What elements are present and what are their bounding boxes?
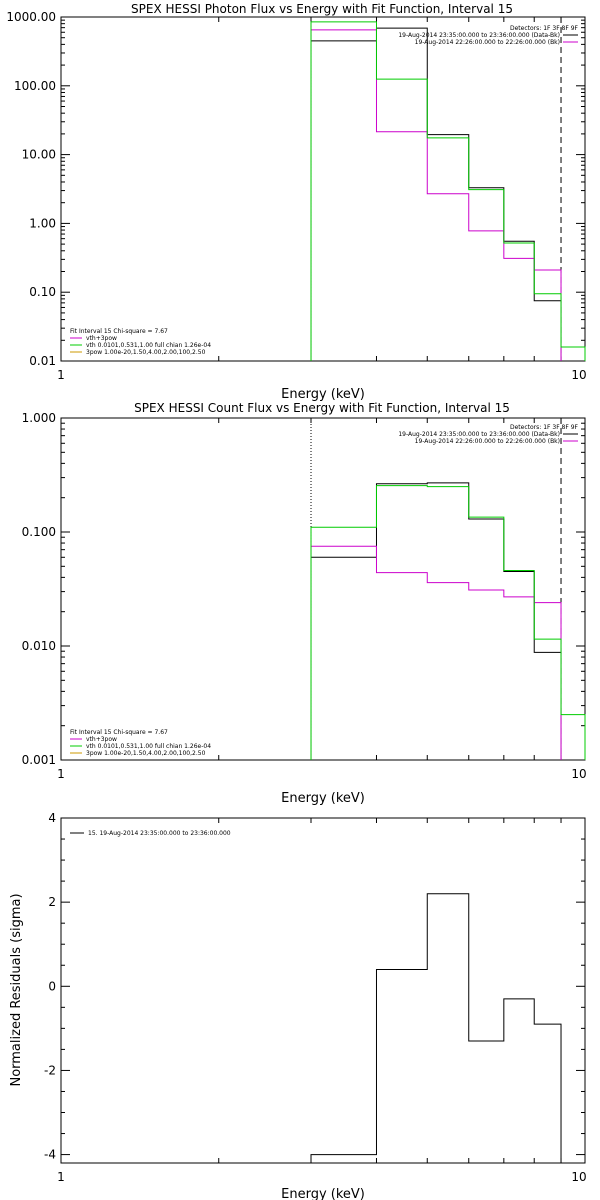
residuals-panel: 4 2 0 -2 -4 1 10 Energy (keV) Normalized… (9, 811, 587, 1200)
x-tick-label: 10 (571, 1170, 586, 1184)
photon-flux-legend-bottom: Fit Interval 15 Chi-square = 7.67 vth+3p… (70, 328, 211, 356)
count-flux-x-tick-labels: 1 10 (57, 767, 586, 781)
residuals-x-axis-label: Energy (keV) (281, 1187, 365, 1200)
histogram-series-1 (310, 545, 562, 760)
count-flux-series (310, 482, 586, 760)
count-flux-title: SPEX HESSI Count Flux vs Energy with Fit… (134, 401, 510, 415)
photon-flux-legend-top: Detectors: 1F 3F 8F 9F 19-Aug-2014 23:35… (398, 25, 578, 46)
photon-flux-panel: SPEX HESSI Photon Flux vs Energy with Fi… (6, 2, 586, 402)
count-flux-panel: SPEX HESSI Count Flux vs Energy with Fit… (22, 401, 587, 806)
legend-entry-3pow: 3pow 1.00e-20,1.50,4.00,2.00,100,2.50 (86, 750, 206, 757)
legend-entry-vth: vth 0.0101,0.531,1.00 full chian 1.26e-0… (86, 342, 211, 349)
legend-top-bk: 19-Aug-2014 22:26:00.000 to 22:26:00.000… (415, 39, 560, 46)
residuals-plot-frame (60, 817, 586, 1164)
histogram-series-0 (310, 27, 562, 361)
photon-flux-y-tick-labels: 1000.00 100.00 10.00 1.00 0.10 0.01 (6, 10, 56, 368)
x-tick-label: 1 (57, 368, 65, 382)
count-flux-ticks (61, 417, 585, 761)
y-tick-label: 1000.00 (6, 10, 56, 24)
x-tick-label: 10 (571, 368, 586, 382)
photon-flux-x-axis-label: Energy (keV) (281, 387, 365, 402)
legend-entry-total: vth+3pow (86, 736, 117, 743)
y-tick-label: 1.000 (22, 411, 56, 425)
y-tick-label: -2 (44, 1063, 56, 1077)
legend-top-bk: 19-Aug-2014 22:26:00.000 to 22:26:00.000… (415, 438, 560, 445)
histogram-series-1 (310, 29, 562, 361)
residuals-y-tick-labels: 4 2 0 -2 -4 (44, 811, 56, 1162)
count-flux-reference-lines (310, 418, 562, 760)
photon-flux-series (310, 21, 586, 361)
photon-flux-reference-lines (310, 17, 562, 361)
legend-top-data: 19-Aug-2014 23:35:00.000 to 23:36:00.000… (398, 431, 560, 438)
photon-flux-title: SPEX HESSI Photon Flux vs Energy with Fi… (131, 2, 513, 16)
x-tick-label: 1 (57, 1170, 65, 1184)
photon-flux-plot-frame (60, 16, 586, 362)
count-flux-legend-bottom: Fit Interval 15 Chi-square = 7.67 vth+3p… (70, 729, 211, 757)
residuals-y-axis-label: Normalized Residuals (sigma) (9, 893, 24, 1086)
legend-entry-residual: 15. 19-Aug-2014 23:35:00.000 to 23:36:00… (88, 830, 231, 837)
residuals-ticks (61, 817, 585, 1163)
y-tick-label: 100.00 (14, 79, 56, 93)
residuals-series (310, 893, 562, 1163)
y-tick-label: 0.01 (29, 354, 56, 368)
y-tick-label: 0.010 (22, 639, 56, 653)
legend-fit-header: Fit Interval 15 Chi-square = 7.67 (70, 328, 168, 335)
legend-top-data: 19-Aug-2014 23:35:00.000 to 23:36:00.000… (398, 32, 560, 39)
photon-flux-x-tick-labels: 1 10 (57, 368, 586, 382)
x-tick-label: 10 (571, 767, 586, 781)
count-flux-x-axis-label: Energy (keV) (281, 791, 365, 806)
residuals-x-tick-labels: 1 10 (57, 1170, 586, 1184)
legend-top-detectors: Detectors: 1F 3F 8F 9F (510, 25, 579, 32)
y-tick-label: 1.00 (29, 216, 56, 230)
legend-entry-vth: vth 0.0101,0.531,1.00 full chian 1.26e-0… (86, 743, 211, 750)
y-tick-label: 2 (48, 895, 56, 909)
legend-entry-3pow: 3pow 1.00e-20,1.50,4.00,2.00,100,2.50 (86, 349, 206, 356)
count-flux-plot-frame (60, 417, 586, 761)
y-tick-label: 0 (48, 979, 56, 993)
photon-flux-ticks (61, 16, 585, 362)
y-tick-label: 10.00 (22, 148, 56, 162)
y-tick-label: 0.001 (22, 753, 56, 767)
histogram-series-2 (310, 485, 586, 760)
residuals-legend: 15. 19-Aug-2014 23:35:00.000 to 23:36:00… (70, 830, 231, 837)
count-flux-legend-top: Detectors: 1F 3F 8F 9F 19-Aug-2014 23:35… (398, 424, 578, 445)
histogram-series-0 (310, 893, 562, 1163)
histogram-series-2 (310, 21, 586, 361)
y-tick-label: 0.100 (22, 525, 56, 539)
x-tick-label: 1 (57, 767, 65, 781)
histogram-series-0 (310, 482, 562, 760)
count-flux-y-tick-labels: 1.000 0.100 0.010 0.001 (22, 411, 56, 767)
legend-top-detectors: Detectors: 1F 3F 8F 9F (510, 424, 579, 431)
y-tick-label: 0.10 (29, 285, 56, 299)
legend-entry-total: vth+3pow (86, 335, 117, 342)
y-tick-label: -4 (44, 1148, 56, 1162)
legend-fit-header: Fit Interval 15 Chi-square = 7.67 (70, 729, 168, 736)
y-tick-label: 4 (48, 811, 56, 825)
